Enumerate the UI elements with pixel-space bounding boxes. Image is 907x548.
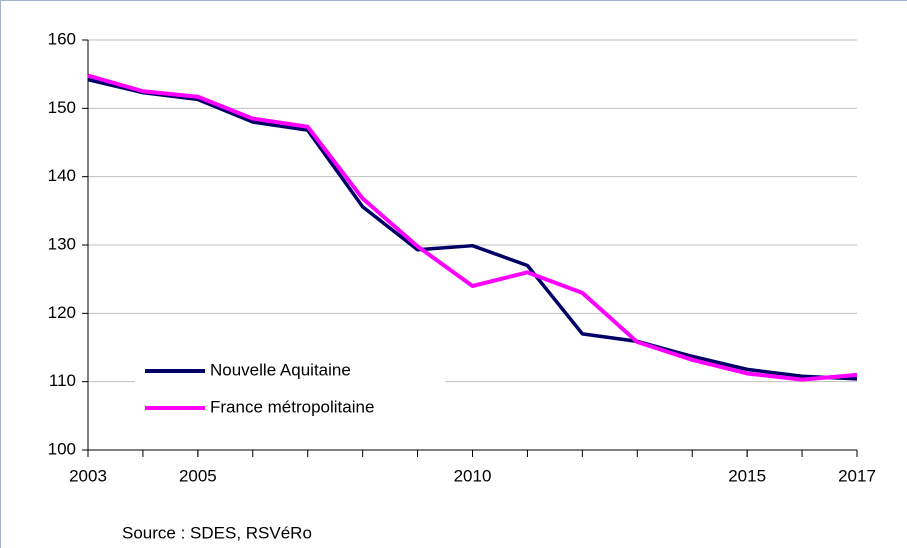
x-tick-label: 2015 bbox=[728, 466, 766, 485]
y-tick-label: 140 bbox=[48, 166, 76, 185]
series-line bbox=[87, 73, 858, 382]
x-tick-label: 2010 bbox=[454, 466, 492, 485]
source-note: Source : SDES, RSVéRo bbox=[122, 523, 312, 542]
y-tick-label: 130 bbox=[48, 234, 76, 253]
y-tick-label: 110 bbox=[49, 371, 76, 390]
x-tick-label: 2017 bbox=[838, 466, 876, 485]
y-tick-label: 160 bbox=[48, 29, 76, 48]
legend-label: Nouvelle Aquitaine bbox=[210, 360, 351, 379]
y-tick-label: 120 bbox=[48, 303, 76, 322]
y-tick-label: 150 bbox=[48, 98, 76, 117]
x-tick-label: 2003 bbox=[69, 466, 107, 485]
series-line bbox=[87, 77, 858, 381]
x-tick-label: 2005 bbox=[179, 466, 217, 485]
legend-label: France métropolitaine bbox=[210, 397, 374, 416]
y-tick-label: 100 bbox=[48, 439, 76, 458]
legend-box bbox=[135, 352, 445, 426]
